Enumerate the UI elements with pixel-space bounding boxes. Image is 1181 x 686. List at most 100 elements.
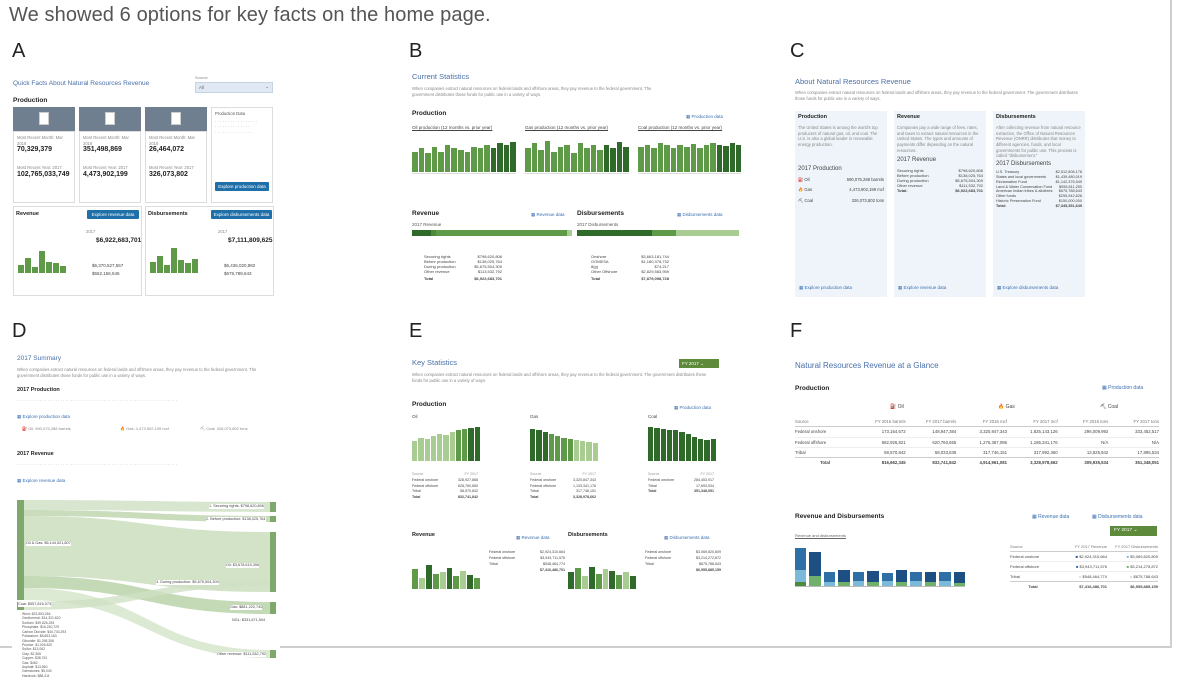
coal-icon: ⛏ (200, 426, 206, 431)
oil-label: Oil (412, 414, 418, 419)
disbursements-data-label: Disbursements data (682, 212, 723, 217)
disbursements-year: 2017 Disbursements (996, 160, 1052, 167)
disbursements-bars (150, 245, 198, 273)
disbursements-data-link[interactable]: ▦ Disbursements data (1092, 514, 1143, 520)
disbursements-column: Disbursements After collecting revenue f… (993, 111, 1085, 297)
revenue-heading: Revenue (897, 114, 920, 120)
explore-revenue-link[interactable]: ▦ Explore revenue data (898, 285, 947, 290)
table-row: Federal onshore 284,453,917 (648, 477, 714, 482)
sankey-label-oil-gas: Oil & Gas: $6,144,521,807 (26, 541, 71, 546)
option-f-letter: F (790, 320, 803, 342)
option-b-mockup: Current Statistics When companies extrac… (409, 70, 741, 292)
gas-label: Gas (530, 414, 539, 419)
oil-group-label: ⛽ Oil (890, 404, 904, 410)
table-row: Federal offshore 582,926,821 620,760,655 1,… (795, 438, 1159, 449)
table-row: Federal onshore $2,924,310,664 (489, 550, 565, 554)
oil-production-bars (412, 138, 516, 172)
revenue-heading: Revenue (412, 532, 435, 538)
table-row: Federal offshore 1,133,341,176 (530, 483, 596, 488)
gas-icon (105, 112, 115, 125)
oil-stat: ⛽ Oil: 590,075,288 barrels (22, 426, 71, 431)
table-row: Other funds $255,942,626 (996, 194, 1082, 199)
revenue-column: Revenue Companies pay a wide range of fe… (894, 111, 986, 297)
table-row: Tribal $548,464,774 (489, 562, 565, 567)
list-item: Phosphate: $16,240,729 (22, 625, 59, 630)
source-label: Source (195, 75, 208, 80)
production-data-link[interactable]: ▦ Production data (674, 405, 712, 410)
option-a-letter: A (12, 40, 26, 62)
table-row: Other revenue $111,532,792 (897, 182, 983, 188)
table-row: ⛽ Oil 590,075,288 barrels (798, 177, 884, 183)
oil-icon (39, 112, 49, 125)
production-heading: Production (13, 97, 48, 104)
table-row: ⛏ Coal 326,073,802 tons (798, 197, 884, 203)
gas-stat-col: Most Recent Month: Mar 2018 351,498,869 … (79, 131, 141, 203)
disbursements-data-label: Disbursements data (669, 535, 710, 540)
production-heading: Production (412, 110, 447, 117)
table-row: Tribal $675,788,643 (645, 562, 721, 567)
table-row: Tribal 58,570,842 (412, 489, 478, 494)
production-data-link[interactable]: ▦ Production data (686, 114, 724, 119)
fiscal-year-select[interactable]: FY 2017 ⌄ (1110, 526, 1157, 536)
table-row: Total $7,879,098,728 (591, 276, 669, 281)
revenue-panel: Revenue Explore revenue data 2017 $6,922… (13, 206, 142, 296)
table-header: Source FY 2017 (648, 472, 714, 476)
production-data-link[interactable]: ▦ Production data (1102, 385, 1144, 391)
chart-axis (795, 586, 965, 587)
explore-production-link[interactable]: ▦ Explore production data (799, 285, 853, 290)
sankey-link (24, 500, 270, 512)
option-d-intro: When companies extract natural resources… (17, 367, 257, 378)
revenue-data-link[interactable]: ▦ Revenue data (531, 212, 565, 217)
revenue-data-link[interactable]: ▦ Revenue data (1032, 514, 1070, 520)
table-row: Securing rights $798,620,806 (897, 167, 983, 173)
sankey-link (24, 516, 270, 592)
sankey-label-gas: Gas: $881,220,740 (230, 605, 263, 610)
list-item: Sodium: $49,826,253 (22, 620, 55, 625)
disbursements-total: $6,955,885,159 (696, 568, 721, 573)
table-row: Other Offshore $2,829,583,959 (591, 269, 669, 274)
option-f-title: Natural Resources Revenue at a Glance (795, 361, 939, 370)
source-select-value: All (199, 85, 205, 90)
explore-production-button[interactable]: Explore production data (215, 182, 269, 191)
disbursements-data-link[interactable]: ▦ Disbursements data (664, 535, 710, 540)
table-row: Onshore $3,663,181,744 (591, 254, 669, 259)
revenue-disbursements-table: Source FY 2017 Revenue FY 2017 Disbursemen… (1010, 544, 1158, 591)
explore-production-label: Explore production data (22, 414, 71, 419)
production-column: Production The United States is among th… (795, 111, 887, 297)
stat-value: 70,329,379 (17, 146, 53, 154)
list-item: Wind: $23,553,264 (22, 612, 51, 616)
gas-bars (530, 425, 598, 461)
explore-revenue-button[interactable]: Explore revenue data (87, 210, 139, 219)
explore-revenue-link[interactable]: ▦ Explore revenue data (17, 478, 66, 483)
source-select[interactable]: All ⌄ (195, 82, 273, 93)
disbursements-data-link[interactable]: ▦ Disbursements data (677, 212, 723, 217)
gas-production-bars (525, 138, 629, 172)
revenue-data-link[interactable]: ▦ Revenue data (516, 535, 550, 540)
stat-label: Most Recent Year: 2017 (83, 165, 128, 171)
production-data-label: Production data (691, 114, 724, 119)
production-data-label: Production data (679, 405, 712, 410)
sankey-label-coal: Coal: $557,816,073 (18, 602, 52, 607)
revenue-sankey-diagram (17, 500, 276, 658)
oil-bars (412, 425, 480, 461)
option-b-letter: B (409, 40, 423, 62)
explore-disbursements-link[interactable]: ▦ Explore disbursements data (997, 285, 1059, 290)
sankey-label-before-production: 2. Before production: $138,025,764 (206, 517, 266, 522)
option-e-title: Key Statistics (412, 358, 458, 367)
explore-disbursements-button[interactable]: Explore disbursements data (211, 210, 272, 219)
table-row: Total $7,416,486,701 $6,955,885,159 (1028, 584, 1158, 589)
gas-icon: 🔥 (120, 426, 125, 431)
table-row: GOMESA $1,180,378,732 (591, 259, 669, 264)
fiscal-year-select[interactable]: FY 2017 ⌄ (679, 359, 719, 368)
revenue-bars (412, 561, 481, 589)
option-e-intro: When companies extract natural resources… (412, 372, 707, 383)
coal-axis (638, 173, 741, 174)
revenue-total: $7,416,486,701 (540, 568, 565, 573)
disbursements-value-2: $675,788,643 (224, 271, 252, 276)
list-item: Pumice: $1,026,820 (22, 642, 53, 647)
oil-icon: ⛽ (890, 404, 897, 410)
table-row: Tribal 58,570,842 58,033,635 317,746,151 317… (795, 448, 1159, 459)
list-item: Copper: $38,761 (22, 656, 48, 661)
explore-production-link[interactable]: ▦ Explore production data (17, 414, 71, 419)
disbursements-panel: Disbursements Explore disbursements data… (145, 206, 274, 296)
